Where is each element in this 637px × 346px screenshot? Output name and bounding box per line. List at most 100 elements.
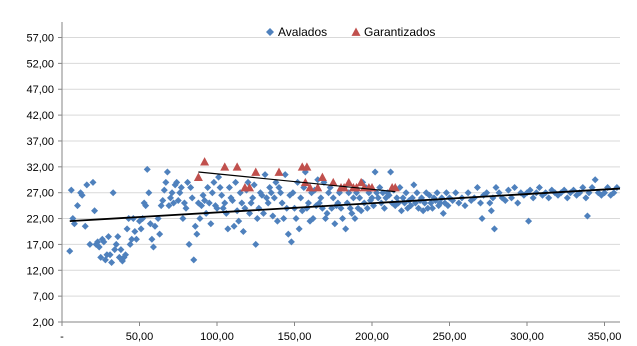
avalados-point — [397, 207, 405, 215]
avalados-point — [94, 238, 102, 246]
avalados-point — [89, 178, 97, 186]
avalados-point — [526, 186, 534, 194]
avalados-point — [346, 204, 354, 212]
avalados-point — [287, 238, 295, 246]
avalados-point — [101, 256, 109, 264]
avalados-point — [162, 178, 170, 186]
avalados-point — [461, 202, 469, 210]
avalados-point — [275, 184, 283, 192]
avalados-point — [483, 189, 491, 197]
avalados-point — [419, 207, 427, 215]
data-points — [66, 157, 621, 267]
avalados-point — [117, 246, 125, 254]
avalados-point — [198, 202, 205, 210]
trend-lines — [69, 171, 621, 223]
avalados-point — [142, 202, 150, 210]
avalados-point — [105, 233, 112, 241]
avalados-point — [167, 194, 174, 202]
avalados-point — [215, 173, 223, 181]
avalados-point — [263, 194, 271, 202]
avalados-point — [66, 247, 74, 255]
avalados-point — [339, 215, 347, 223]
avalados-point — [146, 220, 154, 228]
garantizados-point — [313, 183, 323, 192]
avalados-point — [591, 176, 599, 184]
avalados-point — [187, 184, 195, 192]
avalados-point — [304, 199, 312, 207]
avalados-point — [610, 189, 618, 197]
avalados-point — [74, 202, 81, 210]
y-tick-label: 7,00 — [33, 291, 54, 303]
avalados-point — [137, 225, 145, 233]
avalados-point — [270, 194, 278, 202]
avalados-point — [563, 194, 571, 202]
garantizados-point — [305, 183, 315, 192]
legend: Avalados Garantizados — [266, 25, 435, 39]
avalados-point — [295, 225, 303, 233]
avalados-point — [126, 240, 134, 248]
avalados-point — [331, 220, 339, 228]
avalados-point — [163, 168, 171, 176]
avalados-point — [583, 212, 591, 220]
avalados-point — [123, 225, 131, 233]
avalados-point — [413, 189, 421, 197]
avalados-point — [408, 194, 416, 202]
x-tick-label: - — [60, 331, 64, 343]
avalados-point — [511, 184, 519, 192]
garantizados-point — [245, 183, 255, 192]
avalados-point — [356, 194, 364, 202]
garantizados-point — [328, 177, 338, 187]
avalados-point — [351, 215, 359, 223]
y-tick-label: 37,00 — [26, 136, 54, 148]
avalados-point — [501, 196, 509, 204]
avalados-point — [363, 204, 371, 212]
avalados-point — [253, 215, 261, 223]
avalados-point — [193, 230, 201, 238]
y-tick-label: 32,00 — [26, 162, 54, 174]
avalados-point — [235, 217, 243, 225]
avalados-point — [297, 194, 305, 202]
avalados-point — [156, 230, 164, 238]
avalados-point — [157, 202, 165, 210]
avalados-point — [188, 194, 196, 202]
garantizados-point — [317, 172, 327, 181]
garantizados-point — [274, 167, 284, 176]
avalados-point — [292, 215, 300, 223]
avalados-point — [221, 199, 229, 207]
avalados-point — [284, 230, 292, 238]
avalados-point — [170, 199, 178, 207]
garantizados-point — [193, 172, 203, 181]
avalados-point — [247, 199, 255, 207]
avalados-point — [204, 184, 212, 192]
y-tick-label: 27,00 — [26, 188, 54, 200]
avalados-point — [250, 181, 258, 189]
avalados-point — [407, 202, 415, 210]
avalados-point — [122, 251, 130, 259]
avalados-point — [160, 186, 168, 194]
avalados-point — [239, 227, 247, 235]
garantizados-point — [339, 183, 349, 192]
avalados-point — [442, 189, 450, 197]
avalados-point — [357, 207, 365, 215]
avalados-point — [132, 235, 140, 243]
avalados-point — [190, 256, 198, 264]
garantizados-point — [352, 183, 361, 192]
avalados-point — [376, 184, 384, 192]
avalados-point — [67, 186, 75, 194]
avalados-point — [329, 194, 337, 202]
avalados-point — [579, 184, 587, 192]
avalados-point — [393, 194, 401, 202]
avalados-point — [272, 178, 280, 186]
avalados-point — [177, 184, 185, 192]
avalados-point — [439, 209, 447, 217]
avalados-point — [131, 227, 139, 235]
avalados-point — [224, 225, 232, 233]
y-tick-label: 47,00 — [26, 84, 54, 96]
garantizados-point — [302, 162, 312, 171]
avalados-point — [249, 194, 257, 202]
avalados-point — [83, 181, 91, 189]
garantizados-trend-line — [198, 171, 396, 193]
avalados-point — [368, 194, 376, 202]
avalados-point — [165, 202, 173, 210]
avalados-point — [238, 199, 246, 207]
